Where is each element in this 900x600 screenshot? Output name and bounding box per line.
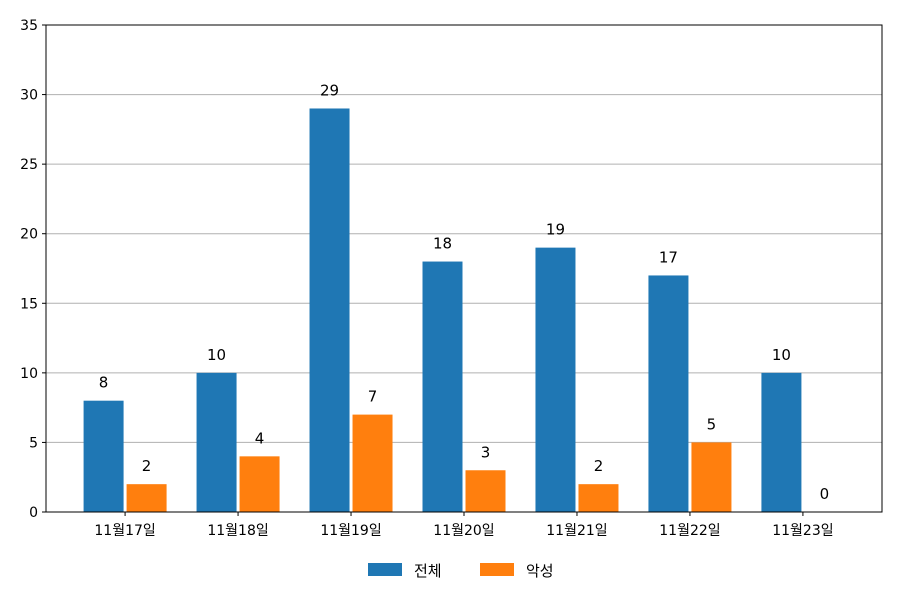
bar-malicious <box>465 470 506 512</box>
data-label: 17 <box>659 248 678 266</box>
data-label: 10 <box>772 346 791 364</box>
bar-total <box>535 247 576 512</box>
x-tick-label: 11월17일 <box>94 523 155 539</box>
legend-swatch <box>480 563 514 576</box>
x-tick-label: 11월18일 <box>207 523 268 539</box>
legend-label: 전체 <box>414 562 442 580</box>
x-tick-label: 11월19일 <box>320 523 381 539</box>
data-label: 18 <box>433 235 452 253</box>
data-label: 7 <box>368 388 378 406</box>
data-label: 8 <box>99 374 109 392</box>
data-label: 19 <box>546 221 565 239</box>
x-tick-label: 11월23일 <box>772 523 833 539</box>
y-tick-label: 30 <box>20 88 38 104</box>
data-label: 5 <box>707 415 717 433</box>
y-tick-label: 20 <box>20 227 38 243</box>
x-tick-label: 11월20일 <box>433 523 494 539</box>
legend-label: 악성 <box>526 562 554 580</box>
bar-total <box>761 372 802 512</box>
y-tick-label: 5 <box>29 435 38 451</box>
data-label: 0 <box>820 485 830 503</box>
x-tick-label: 11월21일 <box>546 523 607 539</box>
data-label: 10 <box>207 346 226 364</box>
y-tick-label: 0 <box>29 505 38 521</box>
bar-malicious <box>691 442 732 512</box>
data-label: 29 <box>320 81 339 99</box>
bar-total <box>309 108 350 512</box>
bar-total <box>648 275 689 512</box>
x-tick-label: 11월22일 <box>659 523 720 539</box>
gridlines <box>46 94 882 443</box>
y-tick-label: 35 <box>20 18 38 34</box>
bar-total <box>196 372 237 512</box>
bar-malicious <box>352 414 393 512</box>
data-label: 4 <box>255 429 265 447</box>
bar-total <box>83 400 124 512</box>
bar-malicious <box>126 484 167 512</box>
plot-frame <box>45 24 883 513</box>
y-tick-label: 10 <box>20 366 38 382</box>
legend-swatch <box>368 563 402 576</box>
data-labels: 8 2 10 4 29 7 18 3 19 2 17 5 10 0 <box>99 81 829 503</box>
bar-total <box>422 261 463 512</box>
legend: 전체 악성 <box>368 562 554 580</box>
bars <box>83 108 802 512</box>
y-tick-label: 15 <box>20 296 38 312</box>
data-label: 2 <box>142 457 152 475</box>
data-label: 3 <box>481 443 491 461</box>
data-label: 2 <box>594 457 604 475</box>
y-tick-label: 25 <box>20 157 38 173</box>
bar-malicious <box>239 456 280 512</box>
bar-malicious <box>578 484 619 512</box>
